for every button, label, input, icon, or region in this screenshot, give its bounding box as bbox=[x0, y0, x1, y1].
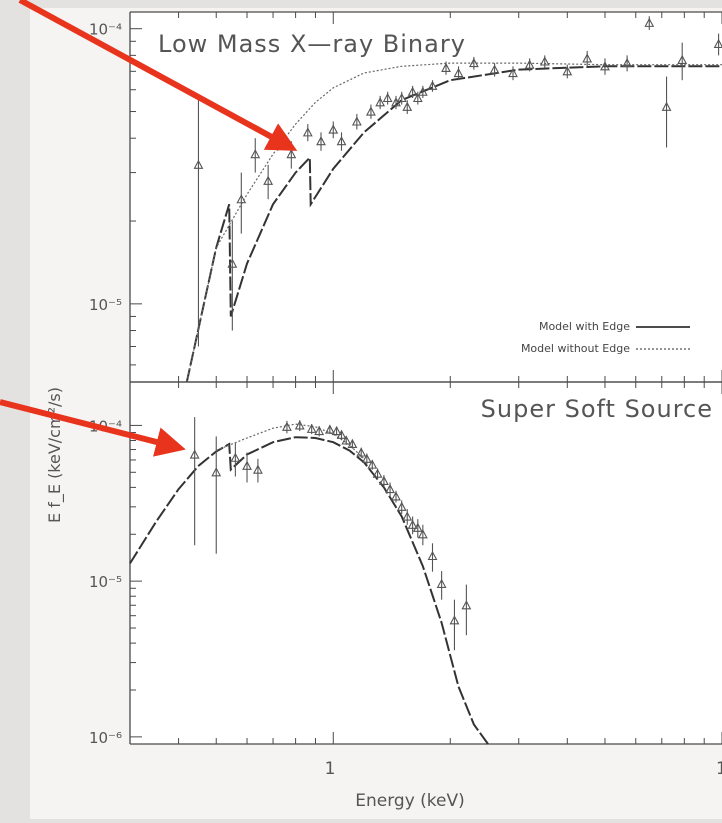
annotation-arrow-top bbox=[18, 0, 298, 151]
data-point-marker bbox=[336, 136, 347, 146]
data-point-marker bbox=[449, 615, 460, 625]
legend: Model with Edge Model without Edge bbox=[521, 320, 690, 355]
data-point-marker bbox=[367, 459, 378, 469]
panel-title-sss: Super Soft Source bbox=[481, 395, 713, 423]
data-point-marker bbox=[385, 483, 395, 494]
data-point-marker bbox=[402, 511, 413, 521]
data-point-marker bbox=[407, 519, 418, 529]
data-point-marker bbox=[622, 57, 633, 68]
model-with-edge-curve bbox=[129, 436, 489, 745]
data-point-marker bbox=[412, 92, 423, 103]
panel-1-y-tick-label: 10⁻⁵ bbox=[89, 573, 122, 591]
x-tick-label-10: 10 bbox=[716, 759, 722, 779]
data-point-marker bbox=[644, 17, 655, 27]
data-point-marker bbox=[263, 175, 274, 185]
data-point-marker bbox=[347, 438, 358, 449]
data-point-marker bbox=[227, 258, 238, 268]
model-with-edge-curve bbox=[185, 65, 722, 383]
data-point-marker bbox=[242, 460, 252, 470]
data-point-marker bbox=[361, 453, 372, 463]
plot-area bbox=[130, 12, 722, 744]
data-point-marker bbox=[417, 529, 428, 539]
data-point-marker bbox=[379, 475, 389, 485]
data-point-marker bbox=[375, 97, 386, 107]
data-point-marker bbox=[539, 56, 550, 66]
legend-label-without-edge: Model without Edge bbox=[521, 342, 630, 355]
data-point-marker bbox=[407, 86, 418, 96]
data-point-marker bbox=[356, 447, 367, 457]
data-point-marker bbox=[328, 124, 339, 134]
data-point-marker bbox=[253, 464, 263, 474]
data-point-marker bbox=[391, 491, 401, 501]
panel-0-y-tick-label: 10⁻⁴ bbox=[89, 21, 122, 39]
plot-layer: 10⁻⁵10⁻⁴10⁻⁶10⁻⁵10⁻⁴ bbox=[89, 11, 722, 747]
x-axis-label: Energy (keV) bbox=[355, 791, 465, 811]
data-point-marker bbox=[468, 57, 479, 68]
panel-1-y-tick-label: 10⁻⁶ bbox=[89, 729, 122, 747]
data-point-marker bbox=[396, 92, 407, 103]
data-point-marker bbox=[600, 61, 610, 71]
panel-0-y-tick-label: 10⁻⁵ bbox=[89, 296, 122, 314]
data-point-marker bbox=[331, 425, 342, 436]
data-point-marker bbox=[314, 425, 325, 436]
data-point-marker bbox=[294, 420, 305, 430]
data-point-marker bbox=[286, 148, 297, 159]
data-point-marker bbox=[189, 449, 200, 459]
data-point-marker bbox=[402, 101, 413, 111]
data-point-marker bbox=[562, 66, 573, 76]
data-point-marker bbox=[250, 148, 261, 159]
data-point-marker bbox=[441, 62, 451, 73]
data-point-marker bbox=[324, 424, 335, 434]
data-point-marker bbox=[306, 423, 317, 433]
data-point-marker bbox=[508, 67, 518, 78]
data-point-marker bbox=[412, 522, 423, 532]
data-point-marker bbox=[341, 435, 352, 445]
model-without-edge-curve bbox=[215, 423, 365, 460]
data-point-marker bbox=[489, 64, 500, 74]
data-point-marker bbox=[417, 86, 428, 96]
data-point-marker bbox=[236, 194, 247, 204]
data-point-marker bbox=[372, 468, 383, 478]
model-without-edge-curve bbox=[186, 62, 722, 383]
data-point-marker bbox=[302, 127, 313, 137]
data-point-marker bbox=[396, 501, 407, 511]
panel-title-lmxb: Low Mass X—ray Binary bbox=[158, 30, 466, 58]
data-point-marker bbox=[461, 600, 472, 610]
data-point-marker bbox=[282, 421, 292, 431]
data-point-marker bbox=[582, 53, 593, 63]
data-point-marker bbox=[316, 136, 326, 146]
data-point-marker bbox=[230, 452, 241, 462]
data-point-marker bbox=[382, 92, 393, 103]
annotation-arrow-bottom bbox=[0, 399, 186, 457]
data-point-marker bbox=[193, 159, 204, 169]
data-point-marker bbox=[366, 106, 376, 116]
data-point-marker bbox=[351, 116, 362, 126]
data-point-marker bbox=[661, 101, 672, 111]
legend-label-with-edge: Model with Edge bbox=[539, 320, 630, 333]
data-point-marker bbox=[427, 80, 438, 90]
data-point-marker bbox=[713, 38, 722, 49]
data-point-marker bbox=[391, 97, 401, 107]
data-point-marker bbox=[453, 67, 464, 78]
data-point-marker bbox=[427, 550, 438, 561]
data-point-marker bbox=[211, 467, 222, 477]
data-point-marker bbox=[336, 429, 347, 439]
data-point-marker bbox=[524, 59, 535, 69]
x-tick-label-1: 1 bbox=[325, 759, 336, 779]
y-axis-label: E f_E (keV/cm²/s) bbox=[45, 387, 65, 523]
data-point-marker bbox=[436, 578, 447, 588]
data-point-marker bbox=[677, 54, 688, 64]
